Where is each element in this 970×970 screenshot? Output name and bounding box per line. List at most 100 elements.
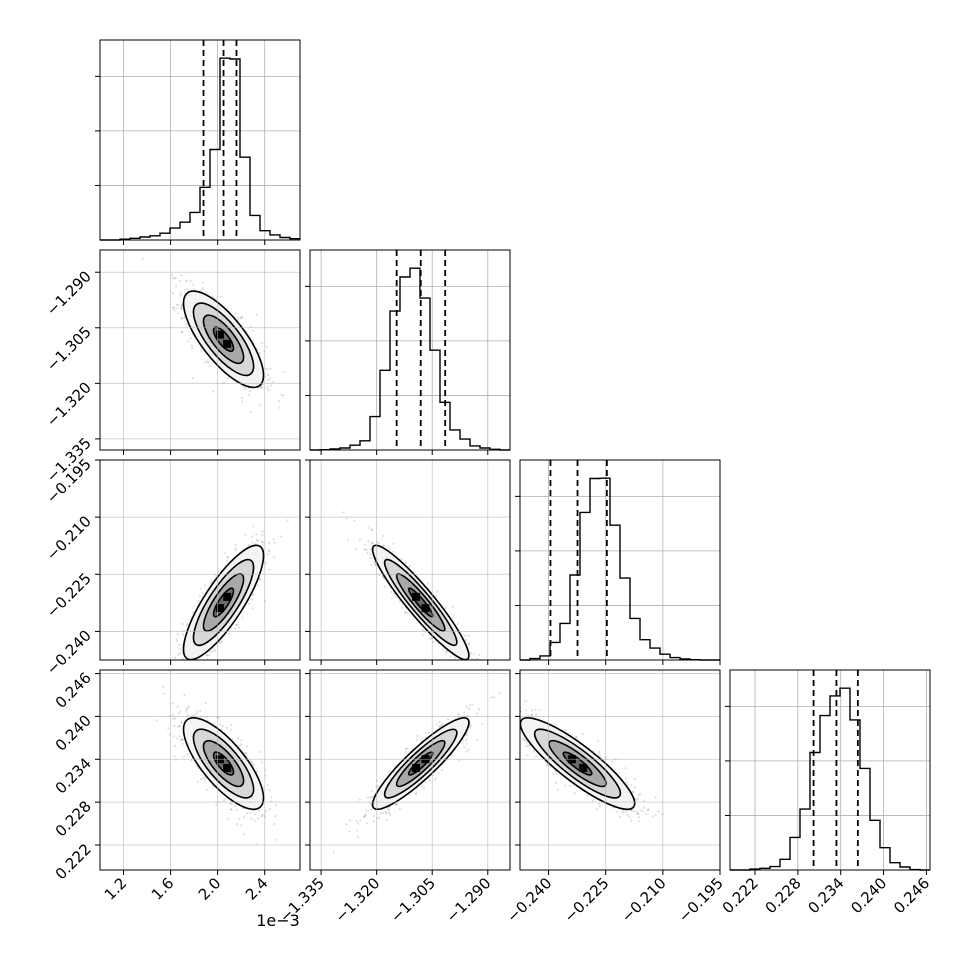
sample-point [349,819,352,822]
sample-point [268,541,271,545]
sample-point [199,777,203,780]
sample-point [236,318,239,321]
sample-point [452,614,455,617]
sample-point [282,371,285,374]
sample-point [398,808,401,811]
sample-point [186,753,189,756]
sample-point [405,747,408,750]
sample-point [260,386,263,389]
sample-point [400,558,403,561]
sample-point [200,349,203,352]
sample-point [404,611,407,614]
sample-point [187,339,190,343]
sample-point [178,647,181,650]
sample-point [382,534,385,537]
sample-point [270,795,273,798]
sample-point [179,306,182,309]
sample-point [172,306,175,309]
sample-point [404,751,407,754]
sample-point [436,590,439,593]
sample-point [498,691,501,695]
sample-point [248,602,251,605]
sample-point [478,653,481,657]
sample-point [190,759,193,762]
sample-point [201,591,204,594]
sample-point [181,657,184,660]
sample-point [467,643,470,646]
sample-point [464,638,467,642]
hist-step [520,477,720,661]
contour-line [192,558,255,647]
sample-point [598,750,601,753]
panels-layer: 1.2 1.6 2.0 2.4 −1.335 −1.320 −1.305 −1.290 −0.2… [43,39,933,926]
sample-point [467,634,470,637]
density-content [155,685,277,845]
sample-point [260,385,263,388]
sample-point [420,784,423,788]
contour-line [212,751,235,776]
sample-point [646,808,650,812]
sample-point [210,650,213,653]
sample-point [278,406,281,409]
sample-point [235,623,238,626]
sample-point [381,544,385,547]
sample-point [201,281,204,284]
sample-point [364,813,367,816]
hist-panel-p2 [305,249,511,451]
sample-point [266,553,269,556]
sample-point [441,769,444,772]
sample-point [243,386,246,389]
sample-point [246,745,249,748]
sample-point [191,346,194,350]
sample-point [467,642,471,645]
sample-point [248,393,251,396]
sample-point [179,294,182,297]
sample-point [173,744,176,748]
sample-point [199,709,202,713]
sample-point [465,750,468,753]
sample-point [424,732,427,735]
contour-line [182,290,265,389]
sample-point [212,648,215,651]
sample-point [186,624,189,627]
sample-point [251,541,254,544]
panel-frame [309,669,511,871]
contour-line [182,717,265,811]
sample-point [252,525,255,528]
sample-point [199,587,202,590]
sample-point [457,622,460,625]
sample-point [267,389,270,392]
sample-point [268,808,271,811]
sample-point [415,792,418,795]
contour-line [192,302,255,377]
sample-point [204,780,207,783]
sample-point [197,600,200,603]
sample-point [192,611,195,614]
sample-point [370,563,373,567]
sample-point [373,561,376,564]
sample-point [358,538,362,541]
sample-point [470,657,474,660]
sample-point [258,352,261,355]
sample-point [179,292,182,295]
sample-point [195,712,198,715]
sample-point [246,812,249,815]
sample-point [181,304,184,307]
sample-point [266,386,269,389]
sample-point [234,548,237,551]
contour-line [192,728,255,799]
sample-point [182,755,185,758]
sample-point [176,737,179,740]
hist-step [730,687,930,871]
sample-point [190,344,194,347]
sample-point [141,257,144,260]
panel-background [310,250,510,450]
sample-point [180,330,183,333]
sample-point [475,712,478,716]
sample-point [219,641,222,644]
density-content [332,691,501,854]
sample-point [238,817,241,821]
sample-point [432,641,435,644]
sample-point [223,798,226,801]
sample-point [249,390,252,393]
